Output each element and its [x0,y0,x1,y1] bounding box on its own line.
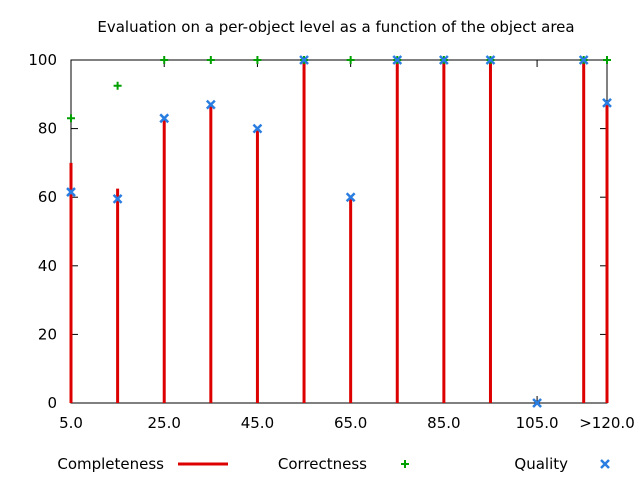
quality-point [532,398,542,408]
x-tick-label: 25.0 [148,414,181,432]
x-tick-label: 65.0 [334,414,367,432]
legend-swatch-quality [600,459,610,469]
quality-point [112,194,123,204]
y-axis: 0 20 40 60 80 100 [28,51,607,412]
quality-point [392,55,403,65]
y-tick-label: 60 [38,188,57,206]
correctness-point [67,114,75,123]
y-tick-label: 40 [38,257,57,275]
correctness-point [603,56,611,64]
correctness-point [253,56,262,64]
y-tick-label: 100 [28,51,57,69]
quality-point [485,55,496,65]
quality-point [159,113,170,124]
chart-title: Evaluation on a per-object level as a fu… [97,18,574,36]
correctness-point [346,56,355,64]
y-tick-label: 20 [38,325,57,343]
legend-label-completeness: Completeness [57,455,164,473]
plot-frame [70,59,608,404]
quality-point [299,55,309,65]
x-tick-label: 105.0 [516,414,559,432]
correctness-point [206,56,215,64]
legend: Completeness Correctness Quality [57,455,610,473]
x-axis: 5.0 25.0 45.0 65.0 85.0 105.0 >120.0 [59,60,635,432]
quality-point [66,187,76,197]
correctness-series [67,56,611,123]
quality-point [345,192,356,203]
y-tick-label: 80 [38,120,57,138]
x-tick-label: 45.0 [241,414,274,432]
legend-label-quality: Quality [514,455,568,473]
completeness-series [69,60,609,403]
y-tick-label: 0 [47,394,57,412]
quality-point [602,97,612,108]
correctness-point [113,81,122,90]
correctness-point [160,56,169,64]
quality-series [66,55,612,408]
legend-swatch-correctness [401,460,409,468]
quality-point [438,55,449,65]
legend-label-correctness: Correctness [278,455,367,473]
quality-point [205,99,216,110]
quality-point [578,55,589,65]
quality-point [252,123,263,134]
x-tick-label: 5.0 [59,414,83,432]
x-tick-label: >120.0 [579,414,635,432]
x-tick-label: 85.0 [427,414,460,432]
